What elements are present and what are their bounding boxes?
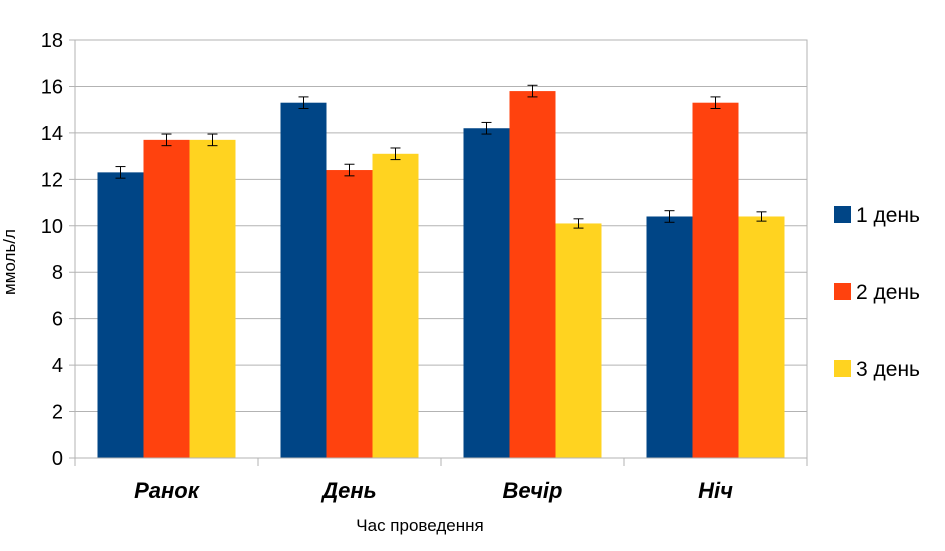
y-tick-label: 12 <box>41 169 63 191</box>
legend-swatch-3 <box>834 360 851 377</box>
bar-2-2 <box>326 170 373 459</box>
x-category-label: Вечір <box>503 478 563 503</box>
bar-1-1 <box>97 172 144 458</box>
y-tick-label: 14 <box>41 123 63 145</box>
bar-2-1 <box>143 139 190 458</box>
x-category-label: Ранок <box>134 478 201 503</box>
legend-label-1: 1 день <box>856 204 920 227</box>
error-bars-group <box>115 84 767 229</box>
y-tick-label: 8 <box>52 262 63 284</box>
bar-3-3 <box>555 223 602 458</box>
legend-swatch-2 <box>834 283 851 300</box>
legend-label-3: 3 день <box>856 358 920 381</box>
x-category-labels: Ранок День Вечір Ніч <box>134 478 733 503</box>
y-tick-label: 6 <box>52 309 63 331</box>
y-tick-label: 0 <box>52 448 63 470</box>
y-tick-label: 18 <box>41 30 63 52</box>
bar-1-3 <box>463 128 510 458</box>
y-tick-label: 10 <box>41 216 63 238</box>
y-tick-label: 2 <box>52 402 63 424</box>
legend-label-2: 2 день <box>856 281 920 304</box>
x-category-label: День <box>320 478 376 503</box>
bar-3-1 <box>189 139 236 458</box>
bar-3-4 <box>738 216 785 458</box>
bar-1-4 <box>646 216 693 458</box>
axes <box>74 457 808 466</box>
x-category-label: Ніч <box>698 478 733 503</box>
y-tick-label: 16 <box>41 76 63 98</box>
x-axis-title: Час проведення <box>356 516 483 535</box>
y-tick-label: 4 <box>52 355 63 377</box>
bars-group <box>97 91 785 459</box>
bar-3-2 <box>372 153 419 459</box>
bar-2-4 <box>692 102 739 458</box>
legend-swatch-1 <box>834 206 851 223</box>
bar-1-2 <box>280 102 327 458</box>
bar-2-3 <box>509 91 556 458</box>
y-axis-title: ммоль/л <box>0 229 19 295</box>
legend: 1 день 2 день 3 день <box>834 204 920 381</box>
y-tick-labels: 0 2 4 6 8 10 12 14 16 18 <box>41 30 63 470</box>
